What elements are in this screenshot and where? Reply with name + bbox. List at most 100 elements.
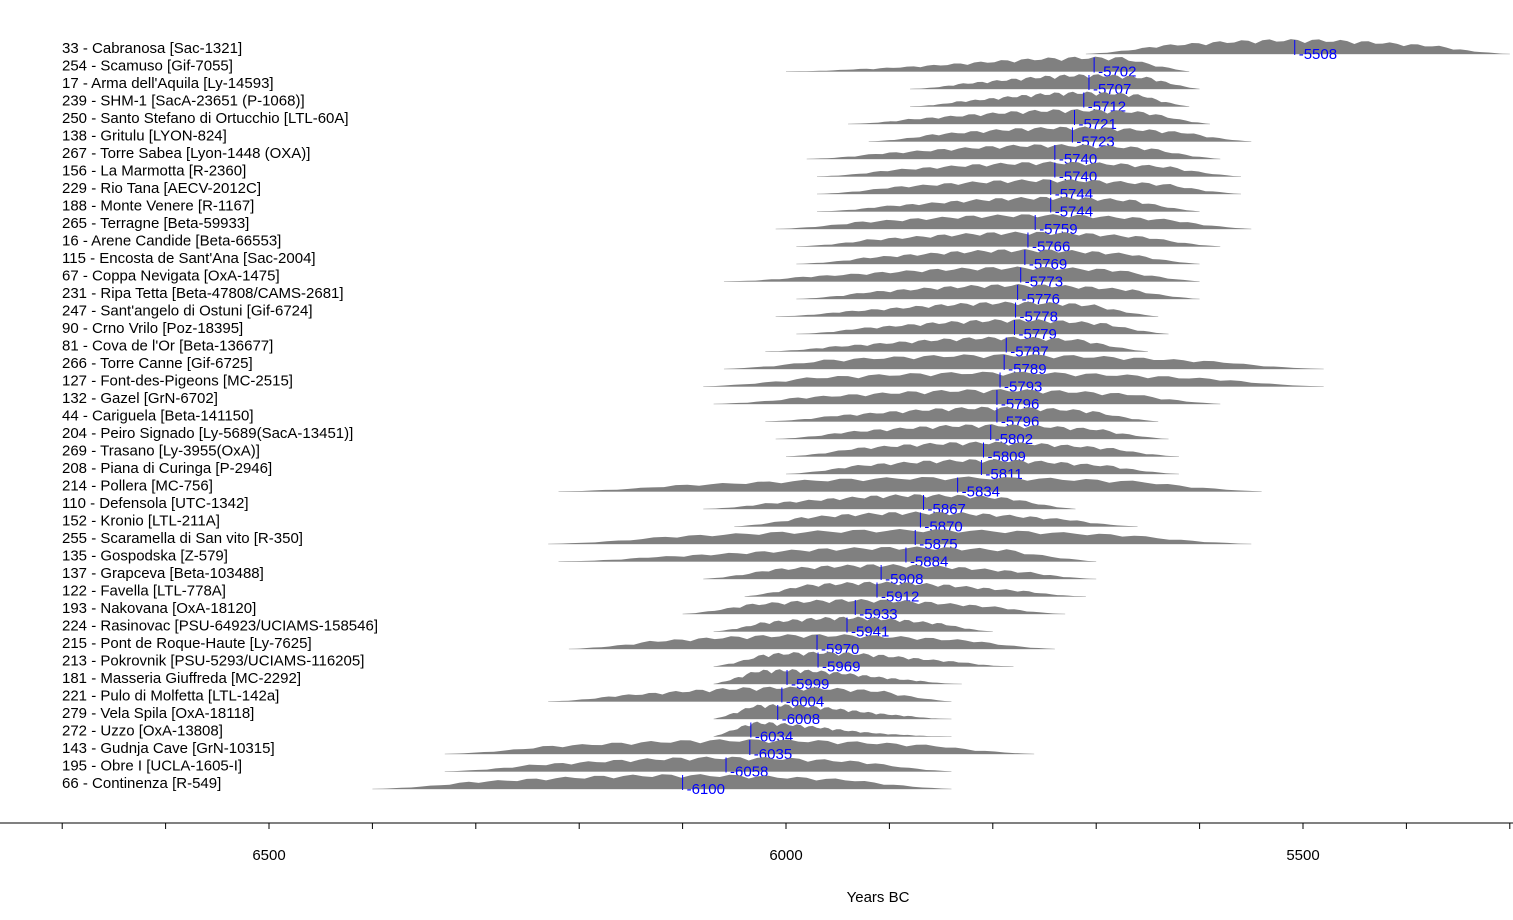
site-labels-group: 33 - Cabranosa [Sac-1321]254 - Scamuso [… <box>62 40 378 792</box>
density-area <box>775 214 1252 229</box>
density-area <box>910 74 1200 89</box>
ridge-row: -6100 <box>372 774 952 798</box>
ridge-row: -5809 <box>786 441 1179 466</box>
density-area <box>703 371 1324 387</box>
site-label: 215 - Pont de Roque-Haute [Ly-7625] <box>62 635 312 652</box>
site-label: 213 - Pokrovnik [PSU-5293/UCIAMS-116205] <box>62 653 364 670</box>
density-area <box>682 599 1066 614</box>
site-label: 152 - Kronio [LTL-211A] <box>62 513 220 530</box>
density-area <box>713 721 952 737</box>
density-area <box>796 284 1200 299</box>
density-area <box>1085 39 1510 54</box>
x-axis-ticks: 6500 6000 5500 <box>61 823 1511 864</box>
density-area <box>713 669 962 684</box>
site-label: 143 - Gudnja Cave [GrN-10315] <box>62 740 275 757</box>
site-label: 267 - Torre Sabea [Lyon-1448 (OXA)] <box>62 145 310 162</box>
site-label: 272 - Uzzo [OxA-13808] <box>62 723 223 740</box>
density-area <box>910 91 1190 107</box>
density-area <box>765 406 1159 422</box>
site-label: 66 - Continenza [R-549] <box>62 775 221 792</box>
site-label: 122 - Favella [LTL-778A] <box>62 583 226 600</box>
median-label: -5773 <box>1025 274 1063 291</box>
x-axis-title: Years BC <box>847 889 910 906</box>
ridge-row: -6004 <box>548 686 952 711</box>
density-area <box>786 459 1179 474</box>
site-label: 254 - Scamuso [Gif-7055] <box>62 58 233 75</box>
ridge-row: -5740 <box>817 161 1241 186</box>
site-label: 265 - Terragne [Beta-59933] <box>62 215 249 232</box>
ridge-row: -5908 <box>703 564 1097 588</box>
site-label: 239 - SHM-1 [SacA-23651 (P-1068)] <box>62 93 305 110</box>
density-area <box>796 249 1200 264</box>
site-label: 229 - Rio Tana [AECV-2012C] <box>62 180 261 197</box>
site-label: 127 - Font-des-Pigeons [MC-2515] <box>62 373 293 390</box>
site-label: 181 - Masseria Giuffreda [MC-2292] <box>62 670 301 687</box>
site-label: 247 - Sant'angelo di Ostuni [Gif-6724] <box>62 303 313 320</box>
median-label: -5834 <box>962 484 1000 501</box>
density-area <box>372 774 952 789</box>
site-label: 266 - Torre Canne [Gif-6725] <box>62 355 253 372</box>
x-tick-label: 5500 <box>1286 847 1319 864</box>
x-tick-label: 6000 <box>769 847 802 864</box>
site-label: 279 - Vela Spila [OxA-18118] <box>62 705 254 722</box>
density-area <box>786 441 1179 457</box>
density-area <box>786 56 1190 72</box>
site-label: 67 - Coppa Nevigata [OxA-1475] <box>62 268 280 285</box>
median-label: -5969 <box>822 659 860 676</box>
ridge-row: -5776 <box>796 284 1200 308</box>
density-area <box>558 476 1262 492</box>
site-label: 193 - Nakovana [OxA-18120] <box>62 600 256 617</box>
density-area <box>775 301 1159 317</box>
site-label: 81 - Cova de l'Or [Beta-136677] <box>62 338 273 355</box>
density-area <box>796 319 1169 334</box>
site-label: 224 - Rasinovac [PSU-64923/UCIAMS-158546… <box>62 618 378 635</box>
x-axis: 6500 6000 5500 Years BC <box>0 822 1513 906</box>
ridge-row: -5744 <box>817 196 1200 221</box>
site-label: 44 - Cariguela [Beta-141150] <box>62 408 254 425</box>
density-area <box>806 144 1221 159</box>
density-area <box>568 634 1055 649</box>
density-area <box>734 511 1138 527</box>
density-area <box>713 616 993 632</box>
ridge-row: -6008 <box>713 704 952 728</box>
site-label: 115 - Encosta de Sant'Ana [Sac-2004] <box>62 250 316 267</box>
site-label: 135 - Gospodska [Z-579] <box>62 548 228 565</box>
ridge-row: -5941 <box>713 616 993 641</box>
median-label: -5941 <box>851 624 889 641</box>
ridge-row: -5508 <box>1085 39 1510 63</box>
site-label: 208 - Piana di Curinga [P-2946] <box>62 460 272 477</box>
ridge-row: -5834 <box>558 476 1262 501</box>
density-area <box>817 161 1241 177</box>
site-label: 138 - Gritulu [LYON-824] <box>62 128 227 145</box>
ridge-row: -5759 <box>775 214 1252 238</box>
site-label: 269 - Trasano [Ly-3955(OxA)] <box>62 443 260 460</box>
ridge-row: -5875 <box>548 529 1252 553</box>
site-label: 221 - Pulo di Molfetta [LTL-142a] <box>62 688 279 705</box>
density-area <box>796 231 1221 247</box>
density-area <box>868 126 1252 142</box>
ridge-row: -5969 <box>713 651 1014 676</box>
density-area <box>775 424 1169 439</box>
x-tick-label: 6500 <box>252 847 285 864</box>
ridge-row: -5811 <box>786 459 1179 483</box>
ridge-row: -5778 <box>775 301 1159 326</box>
ridge-row: -5933 <box>682 599 1066 623</box>
density-area <box>444 756 952 772</box>
site-label: 132 - Gazel [GrN-6702] <box>62 390 218 407</box>
ridge-row: -5773 <box>723 266 1200 291</box>
median-label: -5933 <box>859 606 897 623</box>
site-label: 156 - La Marmotta [R-2360] <box>62 163 246 180</box>
density-area <box>713 704 952 719</box>
site-label: 231 - Ripa Tetta [Beta-47808/CAMS-2681] <box>62 285 344 302</box>
median-label: -5778 <box>1020 309 1058 326</box>
density-area <box>817 196 1200 212</box>
ridge-row: -5789 <box>723 354 1324 378</box>
median-label: -6100 <box>687 781 725 798</box>
density-area <box>744 581 1086 597</box>
median-label: -5508 <box>1299 46 1337 63</box>
ridge-row: -5740 <box>806 144 1221 168</box>
site-label: 250 - Santo Stefano di Ortucchio [LTL-60… <box>62 110 349 127</box>
density-area <box>765 336 1148 352</box>
density-area <box>817 179 1241 194</box>
